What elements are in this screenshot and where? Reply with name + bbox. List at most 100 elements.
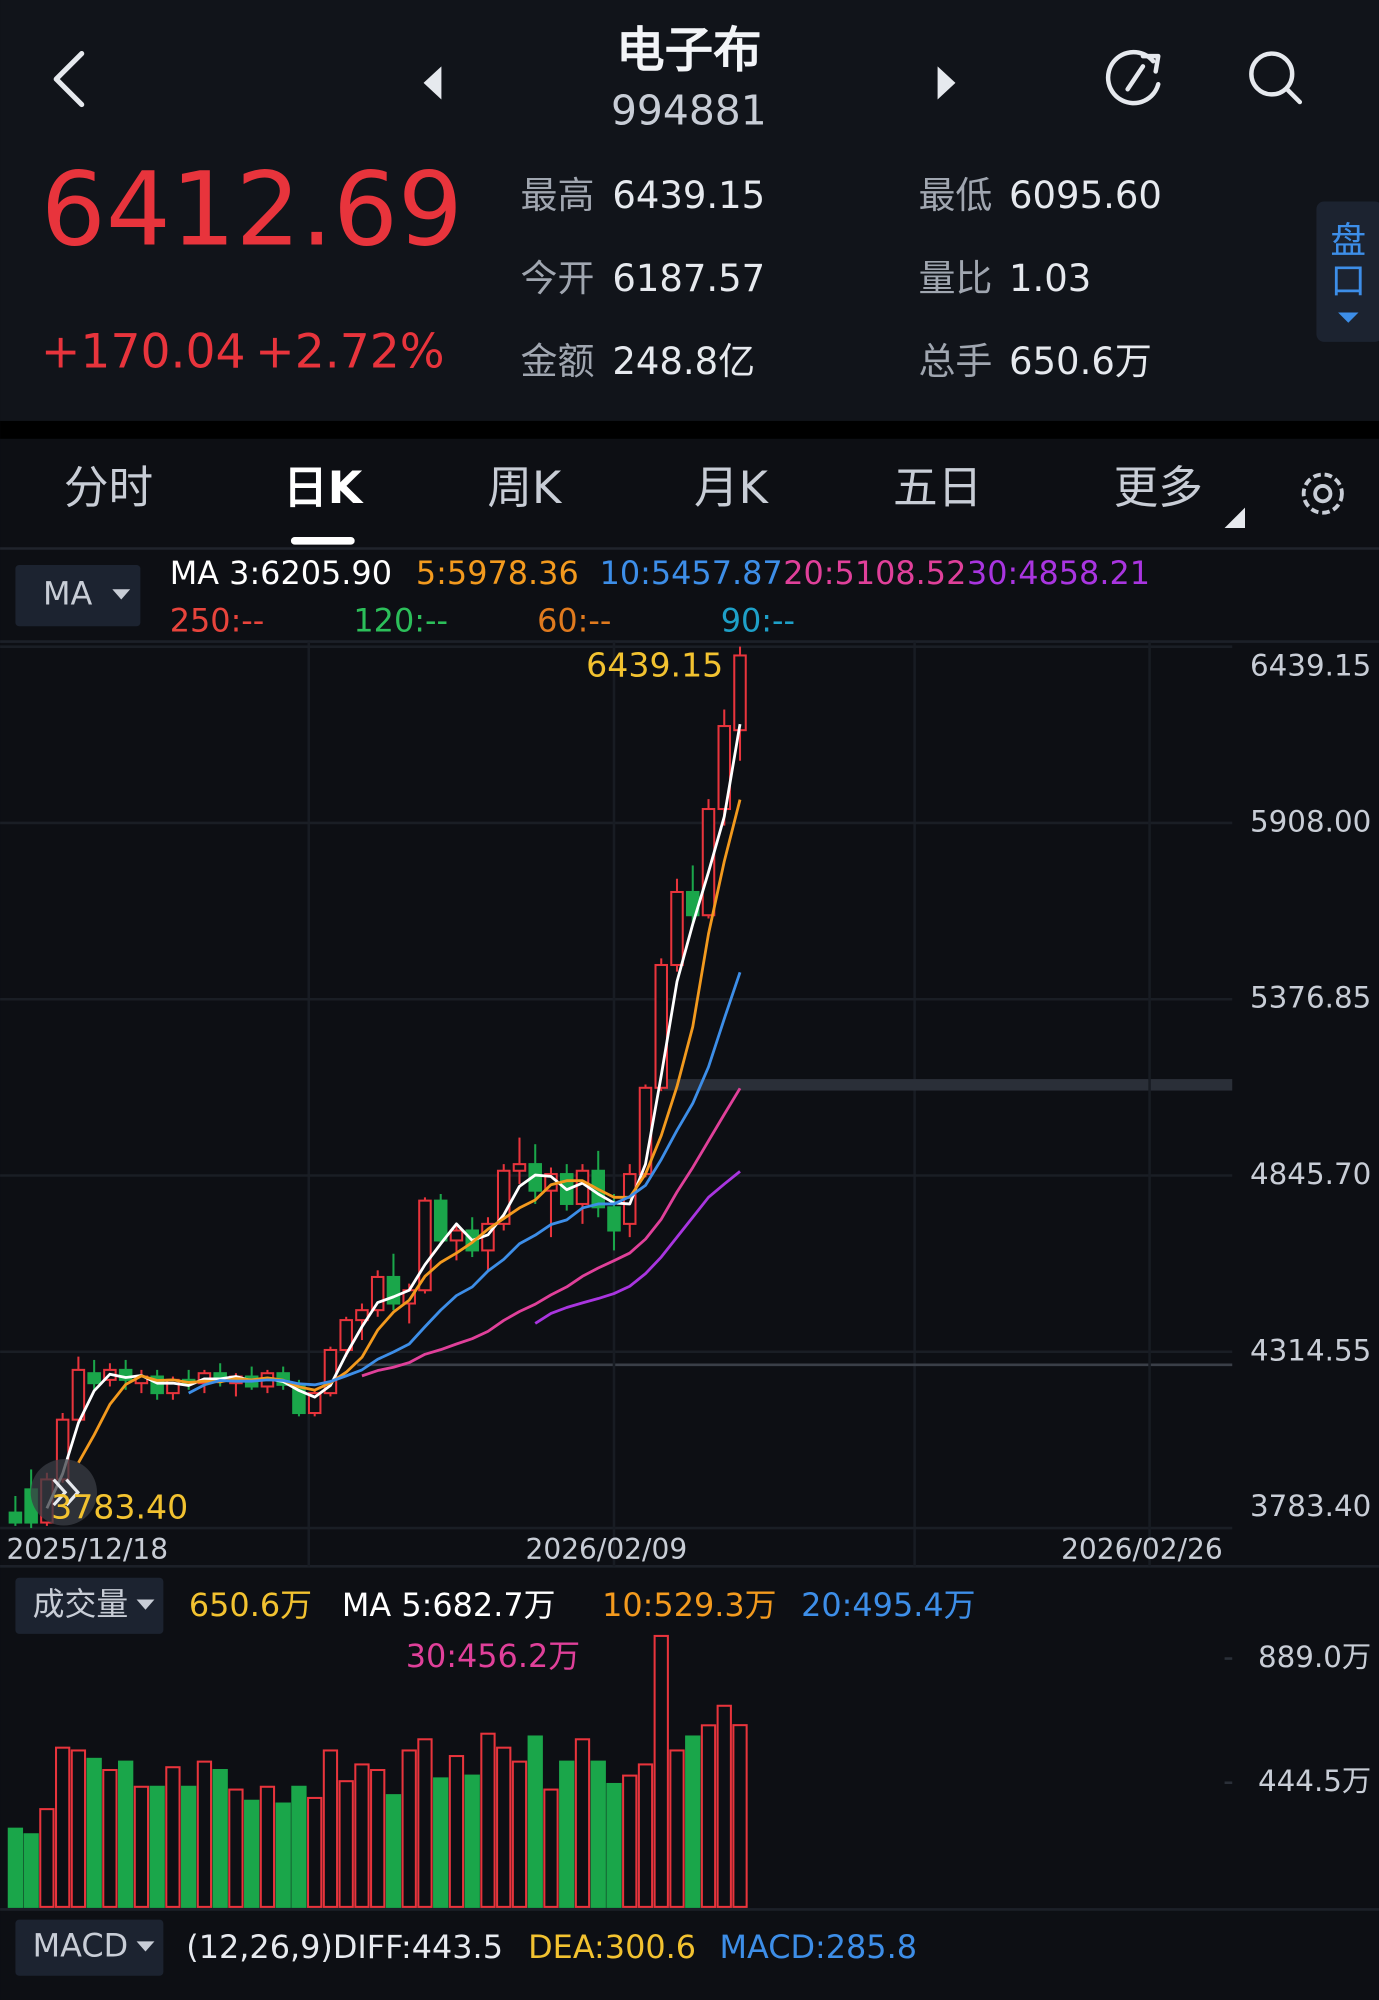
legend-item: 20:495.4万 bbox=[801, 1586, 975, 1624]
stat-value: 650.6万 bbox=[1009, 340, 1152, 383]
legend-item: MACD:285.8 bbox=[719, 1928, 917, 1966]
macd-selector-label: MACD bbox=[33, 1927, 129, 1965]
x-tick-label: 2026/02/09 bbox=[526, 1533, 688, 1566]
stat-label: 最高 bbox=[520, 174, 594, 217]
side-button-label: 盘 bbox=[1330, 220, 1366, 261]
candle-body bbox=[670, 890, 684, 967]
prev-stock[interactable] bbox=[423, 66, 442, 100]
y-tick-label: 6439.15 bbox=[1250, 649, 1371, 683]
side-button-label: 口 bbox=[1330, 261, 1366, 302]
ma-line bbox=[534, 1170, 741, 1325]
volume-bar bbox=[275, 1802, 291, 1908]
refresh-button[interactable] bbox=[1105, 49, 1161, 106]
volume-bar bbox=[417, 1738, 433, 1908]
scroll-icon bbox=[52, 1478, 81, 1507]
legend-item: (12,26,9)DIFF:443.5 bbox=[186, 1928, 503, 1966]
period-tabs: 分时 日K 周K 月K 五日 更多 bbox=[64, 462, 1203, 545]
volume-bar bbox=[716, 1704, 732, 1908]
y-tick-label: 889.0万 bbox=[1258, 1640, 1371, 1674]
volume-bar bbox=[307, 1796, 323, 1908]
price-level-band bbox=[663, 1079, 1233, 1091]
volume-bar bbox=[149, 1785, 165, 1908]
stat-label: 总手 bbox=[918, 340, 992, 383]
x-tick-label: 2026/02/26 bbox=[1061, 1533, 1223, 1566]
volume-bar bbox=[700, 1724, 717, 1908]
legend-item: 20:5108.52 bbox=[783, 554, 966, 592]
tab[interactable]: 分时 bbox=[64, 462, 153, 514]
volume-bar bbox=[118, 1760, 134, 1908]
stat-label: 金额 bbox=[520, 340, 594, 383]
search-handle bbox=[1284, 87, 1303, 105]
volume-bar bbox=[448, 1755, 465, 1908]
legend-item: 90:-- bbox=[721, 601, 795, 639]
volume-bar bbox=[70, 1749, 87, 1908]
ma-line bbox=[361, 1087, 742, 1378]
side-button[interactable] bbox=[1316, 201, 1379, 342]
candle-body bbox=[355, 1309, 369, 1322]
candle-body bbox=[71, 1368, 86, 1421]
more-indicator bbox=[1224, 507, 1245, 529]
search-button[interactable] bbox=[1249, 51, 1303, 105]
settings-button[interactable] bbox=[1301, 472, 1344, 515]
volume-bar bbox=[622, 1774, 638, 1908]
tab[interactable]: 日K bbox=[283, 462, 364, 514]
candle-body bbox=[512, 1163, 527, 1172]
search-icon bbox=[1249, 51, 1295, 97]
y-tick-label: 4314.55 bbox=[1250, 1333, 1371, 1367]
volume-bar bbox=[102, 1768, 118, 1908]
legend-item: 10:5457.87 bbox=[600, 554, 783, 592]
y-tick-label: 3783.40 bbox=[1250, 1489, 1371, 1523]
stat-value: 6095.60 bbox=[1009, 174, 1162, 217]
volume-bar bbox=[86, 1757, 102, 1908]
stat-label: 量比 bbox=[918, 257, 992, 300]
x-tick-label: 2025/12/18 bbox=[6, 1533, 168, 1566]
volume-bar bbox=[23, 1833, 39, 1908]
volume-bar bbox=[54, 1746, 71, 1908]
candle-body bbox=[118, 1368, 133, 1381]
y-tick-label: 5376.85 bbox=[1250, 981, 1371, 1015]
ma-line bbox=[188, 971, 742, 1395]
tab[interactable]: 周K bbox=[487, 462, 563, 514]
volume-bar bbox=[354, 1763, 370, 1908]
y-tick-label: 444.5万 bbox=[1258, 1764, 1371, 1798]
candle-body bbox=[339, 1319, 353, 1351]
legend-item: MA 5:682.7万 bbox=[342, 1586, 556, 1624]
candle-body bbox=[701, 808, 716, 917]
volume-bar bbox=[606, 1782, 622, 1908]
ma-selector-arrow bbox=[112, 589, 131, 600]
back-button[interactable] bbox=[53, 51, 85, 108]
macd-selector-arrow bbox=[136, 1941, 155, 1952]
volume-bar bbox=[637, 1763, 654, 1908]
stat-label: 最低 bbox=[918, 174, 992, 217]
legend-item: 650.6万 bbox=[189, 1586, 312, 1624]
tab[interactable]: 月K bbox=[694, 462, 770, 514]
volume-bar bbox=[370, 1768, 386, 1908]
volume-bar bbox=[7, 1827, 24, 1908]
refresh-arrow bbox=[1140, 53, 1161, 74]
candle-body bbox=[528, 1163, 542, 1192]
low-marker: 3783.40 bbox=[51, 1487, 188, 1526]
candle-body bbox=[418, 1199, 432, 1292]
next-stock[interactable] bbox=[937, 66, 956, 100]
refresh-icon bbox=[1105, 49, 1161, 106]
tab[interactable]: 更多 bbox=[1114, 462, 1203, 514]
volume-selector[interactable] bbox=[15, 1577, 164, 1634]
stat-value: 6439.15 bbox=[612, 174, 765, 217]
volume-bar bbox=[196, 1760, 213, 1908]
macd-selector[interactable] bbox=[15, 1919, 164, 1976]
high-marker: 6439.15 bbox=[586, 646, 723, 685]
candle-body bbox=[496, 1169, 511, 1225]
refresh-mark bbox=[1125, 64, 1146, 92]
legend-item: 60:-- bbox=[537, 601, 611, 639]
stat-value: 248.8亿 bbox=[612, 340, 755, 383]
candle-body bbox=[386, 1275, 401, 1305]
volume-bar bbox=[338, 1780, 354, 1908]
price-change: +170.04 bbox=[41, 325, 246, 380]
ma-selector[interactable] bbox=[15, 565, 141, 627]
legend-item: 30:4858.21 bbox=[967, 554, 1150, 592]
volume-bar bbox=[543, 1788, 559, 1908]
candle-body bbox=[150, 1375, 164, 1395]
candle-body bbox=[654, 963, 669, 1089]
tab[interactable]: 五日 bbox=[893, 462, 982, 514]
